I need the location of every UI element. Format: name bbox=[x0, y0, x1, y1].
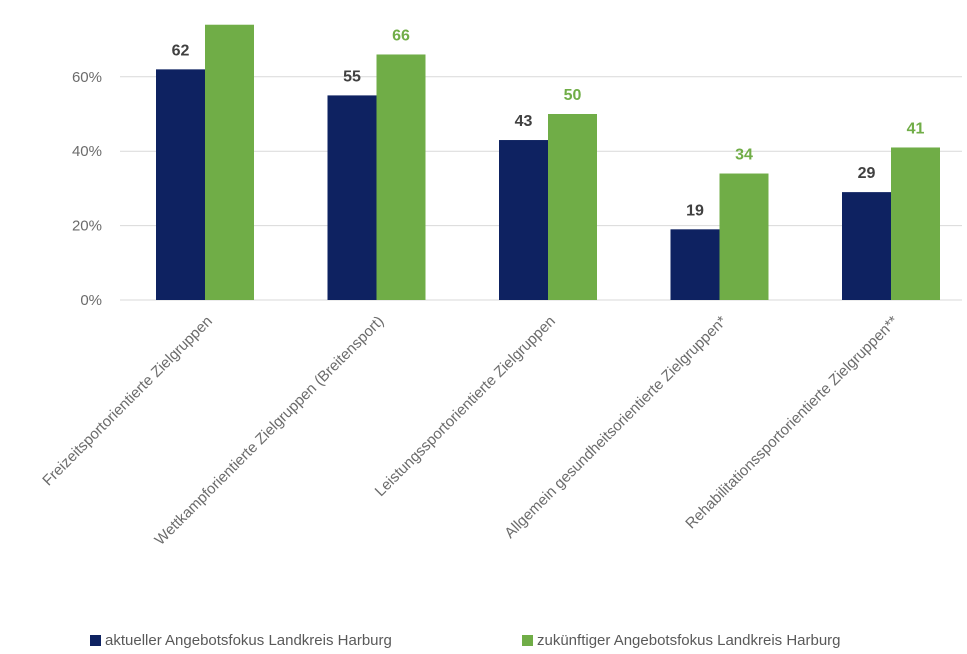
legend-label-future: zukünftiger Angebotsfokus Landkreis Harb… bbox=[537, 632, 841, 649]
legend-item-future: zukünftiger Angebotsfokus Landkreis Harb… bbox=[522, 632, 841, 649]
x-category-label: Freizeitsportorientierte Zielgruppen bbox=[39, 313, 216, 490]
data-label-future: 50 bbox=[564, 87, 582, 104]
y-tick-label: 60% bbox=[72, 69, 102, 86]
bar-current bbox=[670, 229, 720, 300]
data-label-future: 41 bbox=[907, 120, 925, 137]
y-tick-label: 20% bbox=[72, 218, 102, 235]
data-label-current: 55 bbox=[343, 68, 361, 85]
bar-future bbox=[891, 147, 940, 300]
data-label-current: 62 bbox=[172, 42, 190, 59]
bars bbox=[156, 24, 940, 301]
data-label-current: 43 bbox=[515, 113, 533, 130]
bar-current bbox=[156, 69, 205, 300]
data-label-future: 66 bbox=[392, 27, 410, 44]
bar-future bbox=[719, 173, 769, 300]
x-axis-category-labels: Freizeitsportorientierte ZielgruppenWett… bbox=[39, 313, 902, 549]
bar-future bbox=[205, 24, 254, 300]
data-label-current: 19 bbox=[686, 202, 704, 219]
bar-future bbox=[548, 114, 597, 300]
legend-swatch-current bbox=[90, 635, 101, 646]
bar-current bbox=[327, 95, 377, 301]
data-label-current: 29 bbox=[858, 165, 876, 182]
data-label-future: 34 bbox=[735, 147, 753, 164]
x-category-label: Rehabilitationssportorientierte Zielgrup… bbox=[682, 313, 902, 533]
y-tick-label: 0% bbox=[80, 292, 102, 309]
legend-item-current: aktueller Angebotsfokus Landkreis Harbur… bbox=[90, 632, 392, 649]
bar-current bbox=[842, 192, 891, 300]
y-axis-ticks: 0% 20% 40% 60% bbox=[72, 69, 102, 309]
data-labels: 62 55 66 43 50 19 34 29 41 bbox=[172, 27, 925, 219]
bar-current bbox=[499, 140, 548, 300]
bar-future bbox=[376, 54, 426, 301]
bar-chart: 0% 20% 40% 60% 62 55 66 43 50 19 34 29 41 Freizeits… bbox=[39, 24, 962, 549]
y-tick-label: 40% bbox=[72, 143, 102, 160]
legend-swatch-future bbox=[522, 635, 533, 646]
x-category-label: Leistungssportorientierte Zielgruppen bbox=[372, 313, 559, 500]
legend-label-current: aktueller Angebotsfokus Landkreis Harbur… bbox=[105, 632, 392, 649]
legend: aktueller Angebotsfokus Landkreis Harbur… bbox=[0, 630, 967, 654]
